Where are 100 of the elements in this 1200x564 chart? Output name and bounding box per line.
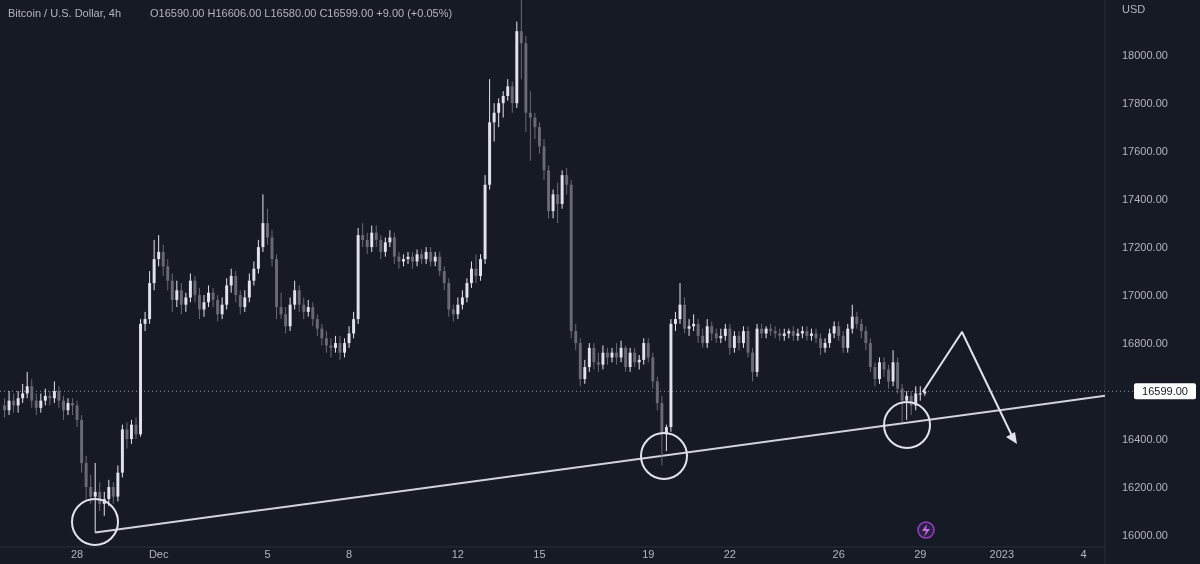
candlestick bbox=[238, 289, 242, 315]
candlestick bbox=[279, 292, 283, 320]
candlestick bbox=[193, 275, 197, 303]
candlestick bbox=[732, 330, 736, 354]
candlestick bbox=[741, 325, 745, 349]
x-tick-label: Dec bbox=[148, 548, 169, 560]
candlestick bbox=[479, 253, 483, 282]
candlestick bbox=[497, 97, 501, 128]
candlestick bbox=[166, 258, 170, 291]
candlestick bbox=[819, 332, 823, 356]
candlestick bbox=[7, 390, 11, 416]
candlestick bbox=[850, 304, 854, 334]
candlestick bbox=[125, 421, 129, 450]
candlestick bbox=[683, 296, 687, 334]
y-axis-title: USD bbox=[1122, 3, 1146, 15]
candlestick bbox=[673, 311, 677, 332]
x-tick-label: 12 bbox=[451, 548, 464, 560]
candlestick bbox=[256, 239, 260, 274]
candlestick bbox=[565, 167, 569, 195]
ref-line-label: 16599.00 bbox=[1142, 385, 1188, 398]
candlestick bbox=[805, 325, 809, 342]
candlestick bbox=[379, 234, 383, 260]
candlestick bbox=[465, 277, 469, 303]
candlestick bbox=[129, 419, 133, 445]
candlestick bbox=[365, 232, 369, 255]
candlestick bbox=[16, 390, 20, 414]
candlestick bbox=[918, 385, 922, 402]
candlestick bbox=[197, 287, 201, 320]
candlestick bbox=[619, 340, 623, 363]
candlestick bbox=[265, 208, 269, 246]
candlestick bbox=[25, 371, 29, 399]
candlestick bbox=[456, 296, 460, 320]
candlestick bbox=[583, 359, 587, 385]
candlestick bbox=[900, 383, 904, 423]
candlestick bbox=[89, 474, 93, 505]
candlestick bbox=[837, 320, 841, 342]
y-tick-label: 18000.00 bbox=[1122, 49, 1168, 62]
candlestick bbox=[361, 222, 365, 248]
x-tick-label: 8 bbox=[346, 548, 353, 560]
text: Bitcoin / U.S. Dollar, 4h bbox=[8, 7, 122, 19]
candlestick bbox=[175, 280, 179, 308]
candlestick bbox=[891, 349, 895, 387]
candlestick bbox=[519, 0, 523, 80]
candlestick bbox=[302, 296, 306, 320]
candlestick bbox=[596, 352, 600, 373]
candlestick bbox=[460, 289, 464, 310]
candlestick bbox=[642, 337, 646, 366]
candlestick bbox=[905, 390, 909, 421]
candlestick bbox=[651, 352, 655, 390]
candlestick bbox=[61, 395, 65, 421]
y-tick-label: 17200.00 bbox=[1122, 241, 1168, 254]
candlestick bbox=[252, 261, 256, 286]
candlestick bbox=[211, 287, 215, 308]
candlestick bbox=[728, 323, 732, 356]
candlestick bbox=[601, 344, 605, 370]
x-tick-label: 22 bbox=[723, 548, 736, 560]
candlestick bbox=[859, 318, 863, 339]
y-tick-label: 17000.00 bbox=[1122, 289, 1168, 302]
candlestick bbox=[415, 249, 419, 267]
candlestick bbox=[311, 301, 315, 327]
candlestick bbox=[34, 392, 38, 416]
x-tick-label: 19 bbox=[642, 548, 655, 560]
y-tick-label: 17800.00 bbox=[1122, 97, 1168, 110]
candlestick bbox=[284, 306, 288, 334]
candlestick bbox=[383, 237, 387, 258]
y-tick-label: 16400.00 bbox=[1122, 433, 1168, 446]
candlestick bbox=[370, 225, 374, 253]
candlestick bbox=[261, 193, 265, 253]
candlestick bbox=[374, 225, 378, 248]
candlestick bbox=[352, 311, 356, 339]
candlestick bbox=[737, 330, 741, 351]
candlestick bbox=[207, 285, 211, 308]
candlestick bbox=[179, 282, 183, 315]
candlestick bbox=[841, 330, 845, 354]
candlestick bbox=[315, 313, 319, 337]
candlestick bbox=[93, 462, 97, 534]
y-tick-label: 17400.00 bbox=[1122, 193, 1168, 206]
y-tick-label: 16200.00 bbox=[1122, 481, 1168, 494]
candlestick bbox=[429, 246, 433, 267]
candlestick bbox=[796, 328, 800, 342]
candlestick bbox=[877, 356, 881, 385]
candlestick bbox=[592, 342, 596, 370]
candlestick bbox=[52, 380, 56, 404]
candlestick bbox=[823, 337, 827, 354]
candlestick bbox=[293, 280, 297, 310]
candlestick bbox=[392, 232, 396, 265]
candlestick bbox=[751, 347, 755, 382]
candlestick bbox=[864, 325, 868, 351]
candlestick bbox=[229, 268, 233, 294]
candlestick bbox=[157, 234, 161, 267]
candlestick bbox=[329, 337, 333, 358]
candlestick bbox=[832, 320, 836, 339]
candlestick bbox=[111, 481, 115, 505]
candlestick bbox=[397, 251, 401, 270]
x-tick-label: 26 bbox=[832, 548, 845, 560]
candlestick bbox=[551, 189, 555, 219]
candlestick bbox=[646, 337, 650, 363]
candlestick bbox=[143, 311, 147, 332]
candlestick bbox=[506, 78, 510, 102]
candlestick bbox=[343, 337, 347, 358]
